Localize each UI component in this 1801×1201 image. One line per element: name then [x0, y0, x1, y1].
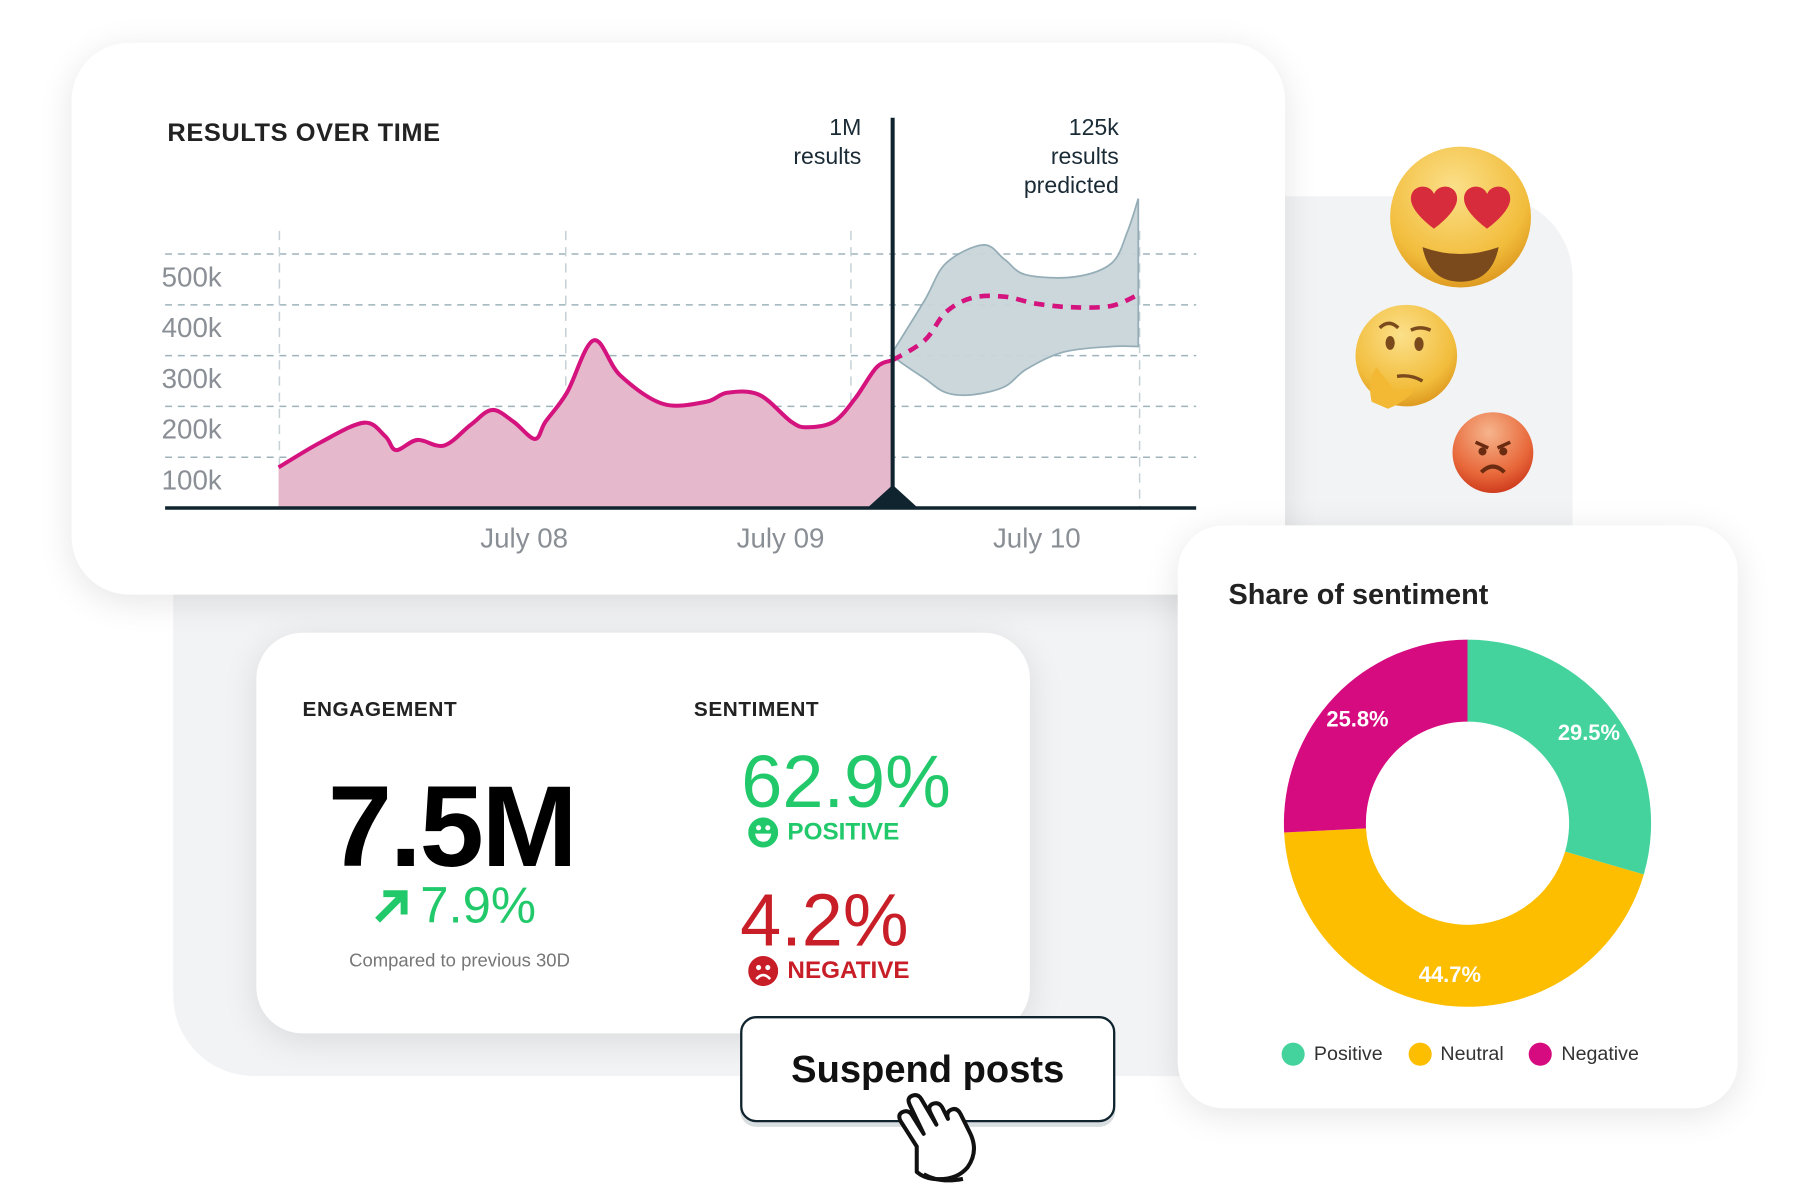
legend-positive: Positive	[1281, 1042, 1383, 1066]
hand-pointer-icon	[897, 1093, 976, 1183]
legend-swatch	[1408, 1042, 1432, 1066]
smiley-icon	[748, 817, 779, 848]
legend-neutral: Neutral	[1408, 1042, 1504, 1066]
arrow-up-right-icon	[375, 890, 408, 923]
negative-label-row: NEGATIVE	[748, 956, 910, 987]
emoji-group	[1355, 146, 1534, 494]
suspend-posts-button[interactable]: Suspend posts	[740, 1016, 1116, 1123]
legend-label: Negative	[1561, 1042, 1639, 1065]
engagement-sentiment-card: ENGAGEMENT 7.5M 7.9% Compared to previou…	[256, 632, 1030, 1034]
engagement-value: 7.5M	[327, 762, 578, 892]
positive-label-row: POSITIVE	[748, 817, 900, 848]
negative-value: 4.2%	[740, 878, 909, 962]
results-card-title: RESULTS OVER TIME	[167, 117, 441, 147]
sentiment-label: SENTIMENT	[693, 697, 820, 721]
pie-legend: Positive Neutral Negative	[1281, 1042, 1639, 1066]
legend-label: Neutral	[1440, 1042, 1504, 1065]
negative-label: NEGATIVE	[787, 957, 910, 984]
pie-title: Share of sentiment	[1228, 578, 1489, 611]
engagement-label: ENGAGEMENT	[302, 697, 458, 721]
frown-icon	[748, 956, 779, 987]
positive-label: POSITIVE	[787, 818, 900, 846]
engagement-change-value: 7.9%	[420, 877, 537, 935]
legend-negative: Negative	[1529, 1042, 1639, 1066]
thinking-emoji	[1355, 304, 1458, 409]
angry-emoji	[1452, 412, 1534, 494]
heart-eyes-emoji	[1390, 146, 1531, 288]
share-of-sentiment-card: Share of sentiment Positive Neutral Nega…	[1177, 525, 1738, 1109]
legend-swatch	[1281, 1042, 1305, 1066]
positive-value: 62.9%	[741, 740, 951, 824]
engagement-note: Compared to previous 30D	[349, 951, 570, 972]
legend-label: Positive	[1313, 1042, 1383, 1065]
engagement-change: 7.9%	[372, 877, 536, 935]
legend-swatch	[1529, 1042, 1553, 1066]
